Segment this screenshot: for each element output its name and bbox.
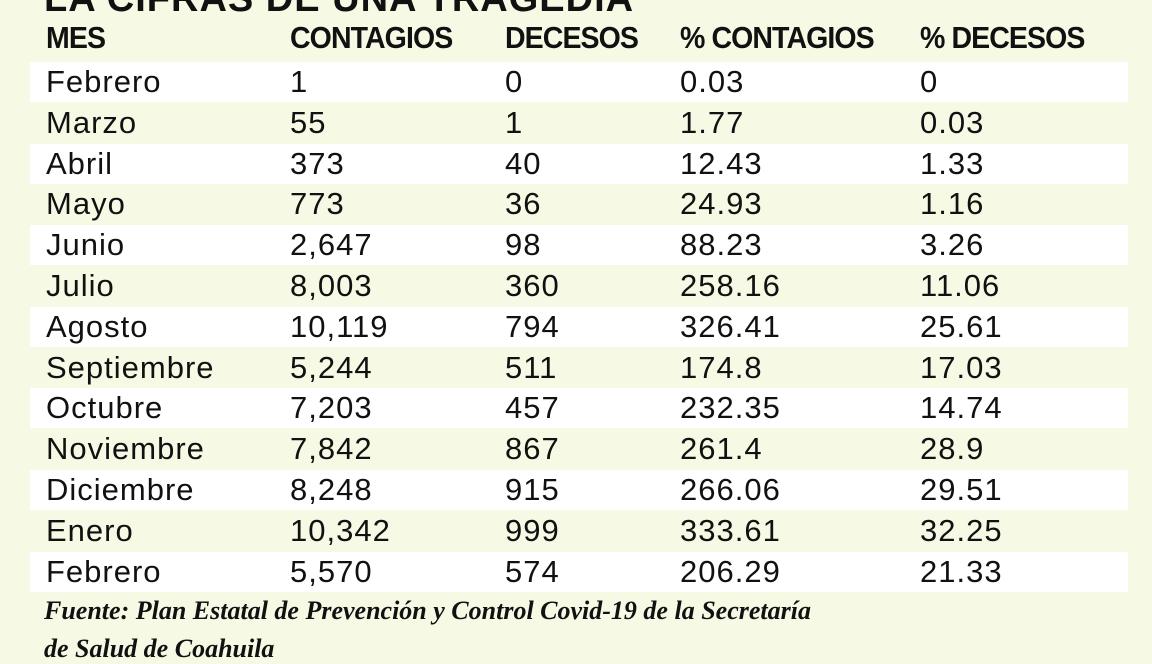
contagios-cell: 5,244 (290, 349, 373, 385)
table-row: Septiembre 5,244 511 174.8 17.03 (30, 348, 1128, 388)
pct-decesos-cell: 29.51 (920, 472, 1003, 507)
table-row: Febrero 1 0 0.03 0 (30, 62, 1128, 102)
decesos-cell: 0 (505, 64, 524, 99)
table-row: Abril 373 40 12.43 1.33 (30, 143, 1128, 184)
month-cell: Julio (46, 268, 115, 303)
pct-decesos-cell: 28.9 (920, 431, 985, 467)
table-row: Diciembre 8,248 915 266.06 29.51 (30, 470, 1128, 510)
table-row: Mayo 773 36 24.93 1.16 (30, 184, 1128, 224)
table-row: Octubre 7,203 457 232.35 14.74 (30, 388, 1128, 429)
pct-contagios-cell: 88.23 (680, 227, 763, 263)
pct-decesos-cell: 3.26 (920, 227, 985, 263)
decesos-cell: 867 (505, 431, 560, 467)
contagios-cell: 1 (290, 64, 309, 99)
decesos-cell: 360 (505, 268, 560, 303)
pct-contagios-cell: 232.35 (680, 390, 781, 426)
month-cell: Enero (46, 512, 134, 548)
pct-contagios-cell: 206.29 (680, 553, 781, 589)
month-cell: Marzo (46, 104, 138, 140)
pct-contagios-cell: 326.41 (680, 308, 781, 344)
column-header: CONTAGIOS (290, 20, 453, 55)
table-row: Agosto 10,119 794 326.41 25.61 (30, 306, 1128, 347)
decesos-cell: 36 (505, 186, 542, 222)
month-cell: Febrero (46, 553, 162, 589)
contagios-cell: 373 (290, 145, 345, 181)
contagios-cell: 10,119 (290, 308, 389, 344)
contagios-cell: 5,570 (290, 553, 373, 589)
decesos-cell: 999 (505, 512, 560, 548)
month-cell: Mayo (46, 186, 126, 222)
month-cell: Abril (46, 145, 114, 181)
contagios-cell: 7,203 (290, 390, 373, 426)
source-note: Fuente: Plan Estatal de Prevención y Con… (44, 596, 811, 625)
pct-decesos-cell: 21.33 (920, 553, 1003, 589)
month-cell: Octubre (46, 390, 164, 426)
decesos-cell: 40 (505, 145, 542, 181)
month-cell: Septiembre (46, 349, 215, 385)
pct-decesos-cell: 32.25 (920, 512, 1003, 548)
table-row: Enero 10,342 999 333.61 32.25 (30, 511, 1128, 551)
table-row: Noviembre 7,842 867 261.4 28.9 (30, 429, 1128, 469)
decesos-cell: 1 (505, 104, 524, 140)
pct-decesos-cell: 25.61 (920, 308, 1003, 344)
column-header: MES (46, 20, 106, 55)
pct-contagios-cell: 24.93 (680, 186, 763, 222)
pct-contagios-cell: 174.8 (680, 349, 763, 385)
decesos-cell: 457 (505, 390, 560, 426)
column-header: % CONTAGIOS (680, 20, 875, 55)
pct-contagios-cell: 258.16 (680, 268, 781, 303)
pct-decesos-cell: 14.74 (920, 390, 1003, 426)
contagios-cell: 773 (290, 186, 345, 222)
decesos-cell: 511 (505, 349, 558, 385)
pct-contagios-cell: 0.03 (680, 64, 745, 99)
pct-decesos-cell: 1.16 (920, 186, 985, 222)
pct-contagios-cell: 1.77 (680, 104, 745, 140)
table-row: Junio 2,647 98 88.23 3.26 (30, 225, 1128, 266)
contagios-cell: 55 (290, 104, 327, 140)
decesos-cell: 915 (505, 472, 560, 507)
source-note-continued: de Salud de Coahuila (44, 634, 275, 663)
month-cell: Agosto (46, 308, 149, 344)
column-header: DECESOS (505, 20, 639, 55)
decesos-cell: 98 (505, 227, 542, 263)
pct-contagios-cell: 333.61 (680, 512, 781, 548)
decesos-cell: 574 (505, 553, 560, 589)
pct-decesos-cell: 0 (920, 64, 939, 99)
pct-contagios-cell: 261.4 (680, 431, 763, 467)
table-row: Febrero 5,570 574 206.29 21.33 (30, 551, 1128, 592)
contagios-cell: 8,248 (290, 472, 373, 507)
month-cell: Junio (46, 227, 126, 263)
month-cell: Diciembre (46, 472, 195, 507)
decesos-cell: 794 (505, 308, 560, 344)
contagios-cell: 10,342 (290, 512, 391, 548)
contagios-cell: 2,647 (290, 227, 373, 263)
pct-decesos-cell: 11.06 (920, 268, 1001, 303)
contagios-cell: 8,003 (290, 268, 373, 303)
pct-contagios-cell: 266.06 (680, 472, 781, 507)
table-row: Marzo 55 1 1.77 0.03 (30, 103, 1128, 143)
table-title: LA CIFRAS DE UNA TRAGEDIA (44, 0, 634, 21)
pct-decesos-cell: 0.03 (920, 104, 985, 140)
column-header: % DECESOS (920, 20, 1085, 55)
pct-decesos-cell: 1.33 (920, 145, 985, 181)
pct-contagios-cell: 12.43 (680, 145, 763, 181)
pct-decesos-cell: 17.03 (920, 349, 1003, 385)
month-cell: Febrero (46, 64, 162, 99)
contagios-cell: 7,842 (290, 431, 373, 467)
table-row: Julio 8,003 360 258.16 11.06 (30, 266, 1128, 306)
month-cell: Noviembre (46, 431, 205, 467)
